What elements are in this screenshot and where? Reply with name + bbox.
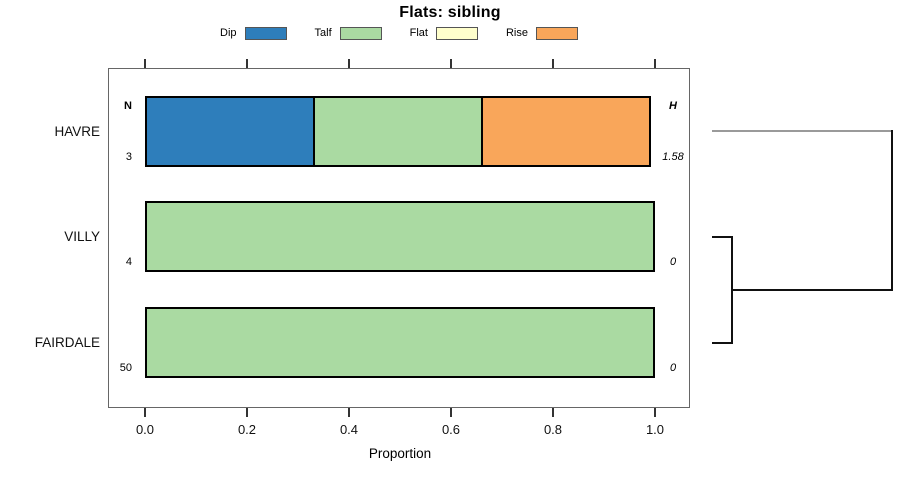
dendrogram-root-horizontal xyxy=(732,289,893,291)
bar-segment-rise xyxy=(481,96,651,167)
legend-item-rise: Rise xyxy=(505,26,578,40)
bar-segment-talf xyxy=(312,96,484,167)
dendrogram-leaf-line-fairdale xyxy=(712,342,733,344)
dendrogram-leaf-line-villy xyxy=(712,236,733,238)
x-tick-label: 0.6 xyxy=(441,422,461,437)
legend-swatch-flat xyxy=(435,26,478,40)
x-tick-label: 0.2 xyxy=(237,422,257,437)
top-axis-tick xyxy=(246,59,248,68)
bottom-axis-tick xyxy=(144,408,146,417)
stacked-bar-havre xyxy=(145,96,655,167)
h-value-havre: 1.58 xyxy=(662,151,684,163)
bottom-axis-tick xyxy=(246,408,248,417)
legend-label: Dip xyxy=(220,27,237,39)
dendrogram-root-vertical xyxy=(891,130,893,291)
legend-item-flat: Flat xyxy=(409,26,478,40)
top-axis-tick xyxy=(144,59,146,68)
category-label-fairdale: FAIRDALE xyxy=(34,334,100,350)
bottom-axis-tick xyxy=(450,408,452,417)
chart-title: Flats: sibling xyxy=(399,4,501,21)
h-value-fairdale: 0 xyxy=(669,362,677,374)
bottom-axis-tick xyxy=(654,408,656,417)
n-column-header: N xyxy=(124,100,132,112)
legend-item-dip: Dip xyxy=(220,26,287,40)
bar-segment-talf xyxy=(145,307,655,378)
h-column-header: H xyxy=(669,100,677,112)
legend-swatch-dip xyxy=(244,26,287,40)
category-label-villy: VILLY xyxy=(64,228,100,244)
legend-swatch-talf xyxy=(339,26,382,40)
dendrogram-leaf-line-havre xyxy=(712,130,893,132)
x-tick-label: 1.0 xyxy=(645,422,665,437)
n-value-havre: 3 xyxy=(125,151,132,163)
category-label-havre: HAVRE xyxy=(54,123,100,139)
stacked-bar-villy xyxy=(145,201,655,272)
legend-label: Flat xyxy=(409,27,428,39)
legend: Dip Talf Flat Rise xyxy=(108,24,690,42)
top-axis-tick xyxy=(552,59,554,68)
top-axis-tick xyxy=(450,59,452,68)
x-tick-label: 0.8 xyxy=(543,422,563,437)
top-axis-tick xyxy=(654,59,656,68)
x-axis-label: Proportion xyxy=(368,446,432,461)
legend-swatch-rise xyxy=(536,26,578,40)
bar-segment-dip xyxy=(145,96,315,167)
x-tick-label: 0.4 xyxy=(339,422,359,437)
bottom-axis-tick xyxy=(348,408,350,417)
legend-item-talf: Talf xyxy=(314,26,382,40)
n-value-villy: 4 xyxy=(125,256,132,268)
dendrogram-cluster-vertical xyxy=(731,236,733,344)
stacked-bar-fairdale xyxy=(145,307,655,378)
legend-label: Talf xyxy=(314,27,332,39)
legend-label: Rise xyxy=(505,27,528,39)
top-axis-tick xyxy=(348,59,350,68)
n-value-fairdale: 50 xyxy=(119,362,132,374)
bar-segment-talf xyxy=(145,201,655,272)
x-tick-label: 0.0 xyxy=(135,422,155,437)
bottom-axis-tick xyxy=(552,408,554,417)
plot-area-border xyxy=(108,68,690,408)
h-value-villy: 0 xyxy=(669,256,677,268)
